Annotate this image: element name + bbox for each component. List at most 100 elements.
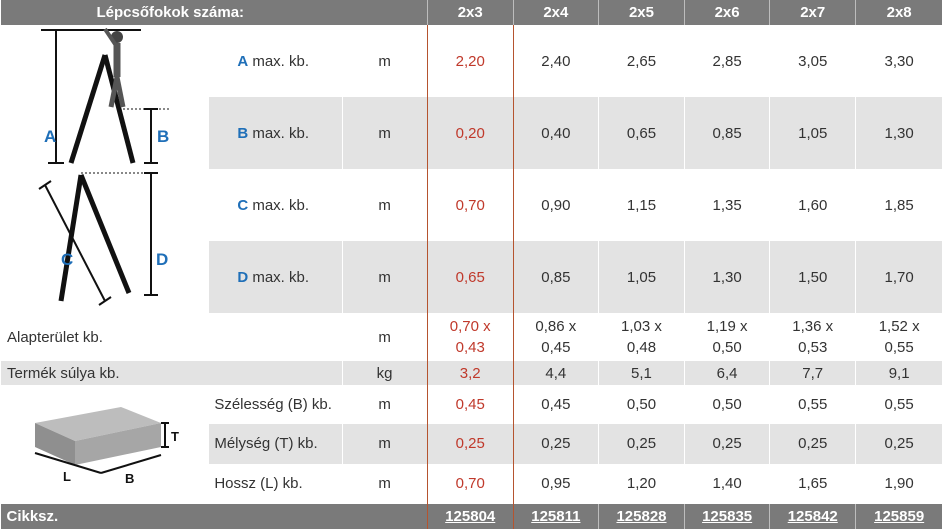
- cell: 0,25: [427, 424, 513, 463]
- ladder-diagram-cell: A B: [1, 25, 209, 313]
- cell: 0,25: [770, 424, 856, 463]
- cell: 0,50: [598, 385, 684, 424]
- cell: 3,05: [770, 25, 856, 97]
- article-cell: 125842: [770, 504, 856, 529]
- cell: 1,15: [598, 169, 684, 241]
- article-cell: 125835: [685, 504, 770, 529]
- col-2x6: 2x6: [685, 0, 770, 25]
- package-length-label: Hossz (L) kb.: [209, 464, 342, 504]
- ladder-diagram: A B: [1, 25, 209, 309]
- article-cell: 125859: [856, 504, 942, 529]
- label-t: T: [171, 429, 179, 444]
- cell: 6,4: [685, 361, 770, 385]
- package-depth-label: Mélység (T) kb.: [209, 424, 342, 463]
- unit: m: [342, 464, 427, 504]
- weight-label: Termék súlya kb.: [1, 361, 343, 385]
- cell: 0,85: [513, 241, 598, 313]
- row-label-d: D max. kb.: [209, 241, 342, 313]
- cell: 0,85: [685, 97, 770, 169]
- article-link-125804[interactable]: 125804: [445, 508, 495, 525]
- article-link-125828[interactable]: 125828: [616, 508, 666, 525]
- article-link-125842[interactable]: 125842: [788, 508, 838, 525]
- col-2x7: 2x7: [770, 0, 856, 25]
- unit: kg: [342, 361, 427, 385]
- package-diagram: T L B: [1, 385, 209, 500]
- cell: 1,30: [685, 241, 770, 313]
- unit: m: [342, 424, 427, 463]
- cell: 1,65: [770, 464, 856, 504]
- row-label-b: B max. kb.: [209, 97, 342, 169]
- label-c: C: [61, 250, 73, 269]
- cell: 3,2: [427, 361, 513, 385]
- cell: 3,30: [856, 25, 942, 97]
- cell: 1,60: [770, 169, 856, 241]
- cell: 1,35: [685, 169, 770, 241]
- cell: 0,65: [598, 97, 684, 169]
- row-label-c: C max. kb.: [209, 169, 342, 241]
- cell: 0,25: [598, 424, 684, 463]
- row-package-width: T L B Szélesség (B) kb. m 0,45 0,45 0,50…: [1, 385, 942, 424]
- label-l: L: [63, 469, 71, 484]
- label-b: B: [157, 127, 169, 146]
- unit: m: [342, 385, 427, 424]
- cell: 0,55: [856, 385, 942, 424]
- cell: 1,85: [856, 169, 942, 241]
- cell: 1,05: [770, 97, 856, 169]
- cell: 1,70: [856, 241, 942, 313]
- row-weight: Termék súlya kb. kg 3,2 4,4 5,1 6,4 7,7 …: [1, 361, 942, 385]
- cell: 1,40: [685, 464, 770, 504]
- article-link-125859[interactable]: 125859: [874, 508, 924, 525]
- article-link-125811[interactable]: 125811: [531, 508, 580, 525]
- row-article: Cikksz. 125804 125811 125828 125835 1258…: [1, 504, 942, 529]
- cell: 0,45: [513, 385, 598, 424]
- article-cell: 125811: [513, 504, 598, 529]
- article-cell: 125828: [598, 504, 684, 529]
- unit: m: [342, 25, 427, 97]
- cell: 0,25: [856, 424, 942, 463]
- col-2x4: 2x4: [513, 0, 598, 25]
- cell: 1,90: [856, 464, 942, 504]
- cell: 0,65: [427, 241, 513, 313]
- cell: 1,05: [598, 241, 684, 313]
- cell: 0,40: [513, 97, 598, 169]
- cell: 7,7: [770, 361, 856, 385]
- cell: 0,70: [427, 169, 513, 241]
- footprint-label: Alapterület kb.: [1, 313, 343, 361]
- label-d: D: [156, 250, 168, 269]
- cell: 9,1: [856, 361, 942, 385]
- cell: 0,45: [427, 385, 513, 424]
- cell: 4,4: [513, 361, 598, 385]
- label-a: A: [44, 127, 56, 146]
- article-link-125835[interactable]: 125835: [702, 508, 752, 525]
- cell: 5,1: [598, 361, 684, 385]
- article-cell: 125804: [427, 504, 513, 529]
- cell: 1,30: [856, 97, 942, 169]
- cell: 0,90: [513, 169, 598, 241]
- article-label: Cikksz.: [1, 504, 428, 529]
- col-2x3: 2x3: [427, 0, 513, 25]
- unit: m: [342, 313, 427, 361]
- unit: m: [342, 169, 427, 241]
- cell: 1,50: [770, 241, 856, 313]
- cell: 2,40: [513, 25, 598, 97]
- label-pb: B: [125, 471, 134, 486]
- unit: m: [342, 97, 427, 169]
- cell: 2,85: [685, 25, 770, 97]
- cell: 0,55: [770, 385, 856, 424]
- cell: 0,25: [685, 424, 770, 463]
- row-a: A B: [1, 25, 942, 97]
- package-width-label: Szélesség (B) kb.: [209, 385, 342, 424]
- cell: 2,65: [598, 25, 684, 97]
- cell: 0,50: [685, 385, 770, 424]
- cell: 0,25: [513, 424, 598, 463]
- cell: 1,20: [598, 464, 684, 504]
- cell: 0,70: [427, 464, 513, 504]
